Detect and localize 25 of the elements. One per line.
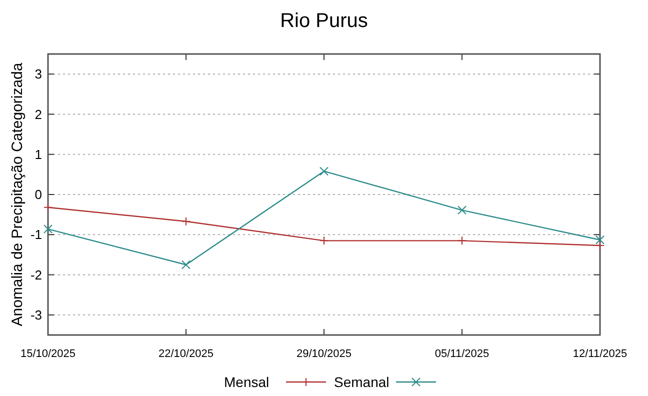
x-tick-label: 05/11/2025 (434, 348, 490, 360)
point (458, 236, 466, 246)
point (458, 206, 466, 215)
point (320, 236, 328, 246)
y-tick-label: -3 (30, 307, 42, 322)
x-tick-label: 22/10/2025 (158, 348, 214, 360)
legend-label: Mensal (224, 374, 270, 390)
point (182, 260, 190, 270)
point (44, 224, 52, 234)
point (320, 166, 328, 176)
y-axis-title: Anomalia de Precipitação Categorizada (9, 62, 26, 326)
y-tick-label: 0 (34, 187, 42, 202)
y-tick-label: -1 (30, 227, 42, 242)
point (182, 216, 190, 226)
point (44, 202, 52, 212)
x-tick-label: 29/10/2025 (296, 348, 352, 360)
y-tick-label: -2 (30, 267, 42, 282)
point (596, 235, 604, 244)
y-tick-label: 3 (34, 66, 42, 82)
legend-label: Semanal (334, 374, 390, 390)
y-tick-label: 2 (34, 106, 42, 122)
x-tick-label: 15/10/2025 (20, 348, 76, 360)
x-tick-label: 12/11/2025 (572, 348, 628, 360)
chart-title: Rio Purus (280, 10, 368, 32)
y-tick-label: 1 (34, 146, 42, 162)
